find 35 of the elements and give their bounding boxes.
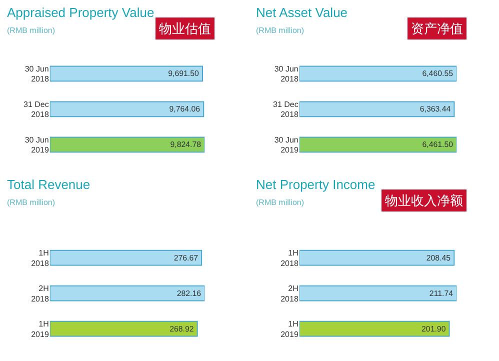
- data-label: 208.45: [426, 253, 452, 262]
- y-tick-label: 1H 2018: [31, 248, 50, 268]
- chart-subtitle: (RMB million): [256, 26, 304, 35]
- chart-subtitle: (RMB million): [256, 198, 304, 207]
- chart-title: Net Property Income: [256, 177, 376, 192]
- data-label: 6,363.44: [420, 104, 452, 114]
- data-label: 6,461.50: [422, 140, 454, 150]
- chart-subtitle: (RMB million): [7, 26, 56, 35]
- y-tick-label: 30 Jun 2019: [24, 135, 50, 155]
- y-tick-label: 31 Dec 2018: [24, 100, 50, 120]
- y-tick-label: 1H 2018: [280, 248, 299, 268]
- y-tick-label: 30 Jun 2018: [24, 64, 50, 84]
- data-label: 6,460.55: [422, 69, 454, 78]
- chart-title: Appraised Property Value: [7, 5, 154, 20]
- text: 物业估值: [159, 21, 211, 36]
- text: 资产净值: [411, 21, 463, 36]
- y-tick-label: 31 Dec 2018: [273, 100, 299, 120]
- data-label: 9,764.06: [169, 104, 201, 114]
- data-label: 9,691.50: [168, 69, 200, 78]
- y-tick-label: 30 Jun 2018: [274, 64, 299, 84]
- chart-title: Net Asset Value: [256, 5, 348, 20]
- data-label: 282.16: [176, 288, 202, 298]
- y-tick-label: 1H 2019: [280, 319, 299, 339]
- data-label: 211.74: [429, 288, 454, 298]
- data-label: 276.67: [174, 253, 198, 262]
- data-label: 9,824.78: [170, 140, 202, 150]
- data-label: 268.92: [170, 324, 194, 334]
- chart-title: Total Revenue: [7, 177, 90, 192]
- data-label: 201.90: [422, 324, 446, 334]
- y-tick-label: 2H 2018: [280, 284, 299, 304]
- text: 物业收入净额: [385, 193, 463, 208]
- y-tick-label: 1H 2019: [31, 319, 50, 339]
- y-tick-label: 2H 2018: [31, 284, 50, 304]
- y-tick-label: 30 Jun 2019: [274, 135, 299, 155]
- chart-subtitle: (RMB million): [7, 198, 56, 207]
